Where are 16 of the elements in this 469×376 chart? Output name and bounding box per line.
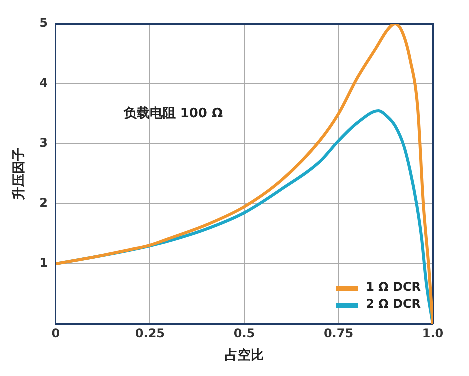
x-tick-label: 1.0 — [422, 326, 444, 340]
y-axis-title: 升压因子 — [11, 148, 28, 201]
legend-label: 1 Ω DCR — [366, 280, 422, 294]
y-tick-label: 1 — [40, 256, 48, 270]
y-tick-label: 2 — [40, 196, 48, 210]
y-tick-label: 3 — [40, 136, 48, 150]
legend-label: 2 Ω DCR — [366, 297, 422, 312]
x-tick-label: 0.25 — [135, 326, 166, 340]
y-tick-label: 4 — [40, 76, 48, 90]
y-tick-label: 5 — [40, 16, 48, 30]
x-tick-label: 0.75 — [324, 326, 354, 340]
line-series — [56, 24, 433, 324]
annotation: 负载电阻 100 Ω — [122, 106, 224, 122]
x-tick-label: 0.5 — [234, 326, 256, 340]
x-tick-label: 0 — [52, 326, 60, 340]
x-axis-title: 占空比 — [224, 348, 264, 364]
